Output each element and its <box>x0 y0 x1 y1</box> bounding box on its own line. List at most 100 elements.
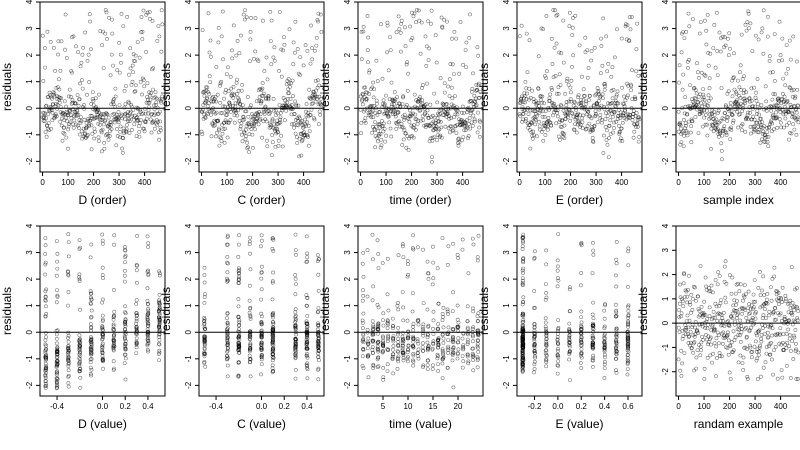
data-point <box>764 345 769 350</box>
data-point <box>100 353 105 358</box>
data-point <box>743 292 748 297</box>
data-point <box>379 143 384 148</box>
data-point <box>43 342 48 347</box>
y-axis-title: residuals <box>318 63 332 111</box>
data-point <box>477 125 482 130</box>
data-point <box>112 333 116 338</box>
data-point <box>682 36 687 41</box>
data-point <box>250 132 255 137</box>
data-point <box>789 88 794 93</box>
data-point <box>519 23 524 28</box>
data-point <box>113 86 118 91</box>
data-point <box>262 69 267 73</box>
data-point <box>752 344 757 349</box>
data-point <box>155 39 160 43</box>
data-point <box>270 133 275 137</box>
data-point <box>708 335 713 340</box>
data-point <box>698 20 703 25</box>
data-point <box>236 329 241 334</box>
x-tick-label: 200 <box>723 178 737 187</box>
data-point <box>425 348 430 353</box>
data-point <box>603 82 607 86</box>
data-point <box>43 260 48 265</box>
data-point <box>706 93 711 98</box>
data-point <box>89 314 94 319</box>
data-point <box>42 119 47 124</box>
data-point <box>66 350 71 355</box>
data-point <box>428 21 433 26</box>
data-point <box>585 48 590 53</box>
data-point <box>461 62 466 67</box>
data-point <box>747 26 751 31</box>
data-point <box>448 62 453 66</box>
data-point <box>221 57 225 62</box>
data-point <box>231 85 236 89</box>
data-point <box>409 10 414 15</box>
data-point <box>706 51 711 55</box>
data-point <box>401 125 406 130</box>
data-point <box>753 339 758 344</box>
data-point <box>100 313 105 318</box>
data-point <box>123 304 128 309</box>
data-point <box>271 108 276 113</box>
data-point <box>78 64 83 69</box>
data-point <box>376 128 381 133</box>
data-point <box>521 235 526 240</box>
data-point <box>782 314 787 319</box>
data-point <box>431 339 436 344</box>
data-point <box>381 365 386 370</box>
data-point <box>717 351 722 355</box>
data-point <box>567 326 572 331</box>
data-point <box>304 321 309 326</box>
data-point <box>426 271 431 276</box>
data-point <box>375 327 380 332</box>
data-point <box>602 362 607 367</box>
data-point <box>142 106 147 111</box>
data-point <box>89 297 94 302</box>
data-point <box>445 110 450 115</box>
data-point <box>737 105 742 110</box>
data-point <box>571 53 576 58</box>
x-tick-label: 20 <box>454 402 463 411</box>
data-point <box>716 108 721 113</box>
data-point <box>259 311 264 316</box>
data-point <box>601 16 606 21</box>
data-point <box>399 21 404 26</box>
data-point <box>43 298 48 303</box>
data-point <box>411 328 416 333</box>
data-point <box>740 128 744 133</box>
data-point <box>474 103 479 108</box>
data-point <box>225 336 230 341</box>
data-point <box>769 298 774 303</box>
data-point <box>467 116 472 120</box>
data-point <box>400 346 405 351</box>
y-tick-label: 2 <box>184 276 193 281</box>
points <box>360 232 481 390</box>
data-point <box>293 19 298 24</box>
data-point <box>589 58 594 63</box>
data-point <box>134 134 139 139</box>
data-point <box>636 124 640 129</box>
data-point <box>270 246 275 251</box>
data-point <box>225 109 230 114</box>
data-point <box>54 332 59 337</box>
data-point <box>540 100 544 105</box>
data-point <box>786 109 791 114</box>
data-point <box>694 366 699 371</box>
data-point <box>125 14 130 19</box>
data-point <box>123 268 127 273</box>
data-point <box>772 348 776 353</box>
data-point <box>450 351 455 356</box>
data-point <box>70 70 74 75</box>
data-point <box>259 362 264 367</box>
data-point <box>317 83 322 88</box>
data-point <box>742 295 747 300</box>
data-point <box>562 136 567 141</box>
data-point <box>256 59 261 64</box>
data-point <box>360 298 365 303</box>
data-point <box>416 322 421 327</box>
plot-frame <box>198 1 325 173</box>
data-point <box>681 304 686 309</box>
data-point <box>765 291 770 296</box>
data-point <box>442 17 447 22</box>
